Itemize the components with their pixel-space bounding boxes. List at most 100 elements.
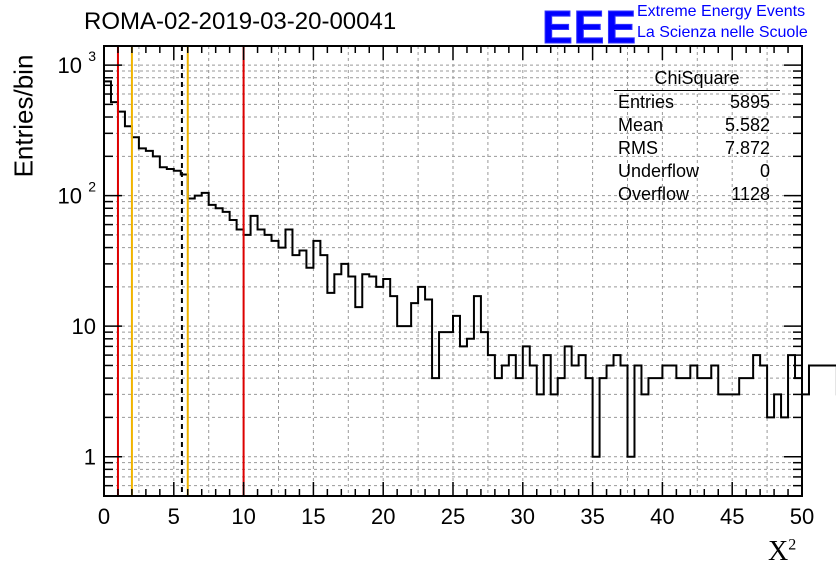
histogram-bin <box>760 365 767 496</box>
histogram-bin <box>544 355 551 496</box>
logo-line-1: Extreme Energy Events <box>637 3 806 20</box>
histogram-bin <box>523 346 530 496</box>
stats-label: Overflow <box>618 184 690 204</box>
histogram-bin <box>683 378 690 496</box>
histogram-bin <box>418 287 425 496</box>
histogram-bin <box>111 102 118 496</box>
y-tick-label-exponent: 2 <box>88 179 96 195</box>
histogram-bin <box>265 235 272 496</box>
histogram-bin <box>362 274 369 496</box>
histogram-bin <box>474 296 481 496</box>
x-tick-label: 35 <box>580 504 604 529</box>
x-tick-label: 45 <box>720 504 744 529</box>
histogram-bin <box>718 394 725 496</box>
histogram-bin <box>195 196 202 496</box>
histogram-bin <box>404 326 411 496</box>
histogram-bin <box>830 365 836 496</box>
histogram-bin <box>390 296 397 496</box>
histogram-bin <box>258 230 265 496</box>
histogram-bin <box>223 212 230 496</box>
stats-row-entries: Entries 5895 <box>610 91 780 114</box>
histogram-bin <box>446 332 453 496</box>
x-tick-label: 5 <box>168 504 180 529</box>
histogram-bin <box>655 378 662 496</box>
y-tick-label-exponent: 3 <box>88 48 96 64</box>
stats-row-mean: Mean 5.582 <box>610 114 780 137</box>
histogram-bin <box>614 355 621 496</box>
histogram-bin <box>809 365 816 496</box>
histogram-bin <box>788 355 795 496</box>
histogram-bin <box>460 346 467 496</box>
histogram-bin <box>641 394 648 496</box>
histogram-bin <box>376 287 383 496</box>
histogram-bin <box>132 137 139 496</box>
histogram-bin <box>697 378 704 496</box>
histogram-bin <box>439 332 446 496</box>
histogram-bin <box>516 378 523 496</box>
histogram-bin <box>802 394 809 496</box>
histogram-bin <box>230 220 237 496</box>
x-tick-label: 30 <box>511 504 535 529</box>
eee-logo: EEE <box>541 1 638 54</box>
histogram-bin <box>634 365 641 496</box>
histogram-bin <box>425 300 432 496</box>
histogram-bin <box>272 241 279 496</box>
histogram-bin <box>327 293 334 496</box>
histogram-bin <box>537 394 544 496</box>
x-tick-label: 40 <box>650 504 674 529</box>
histogram-bin <box>607 365 614 496</box>
histogram-bin <box>593 457 600 496</box>
stats-row-underflow: Underflow 0 <box>610 160 780 183</box>
histogram-bin <box>495 378 502 496</box>
histogram-bin <box>202 193 209 496</box>
histogram-bin <box>823 365 830 496</box>
axis-ticks: 0 5 10 15 20 25 30 35 40 45 50 1 10 10 2 10 3 <box>58 46 814 529</box>
histogram-bin <box>334 274 341 496</box>
histogram-bin <box>244 235 251 496</box>
stats-value: 0 <box>759 161 770 181</box>
histogram-bin <box>279 248 286 496</box>
histogram-bin <box>104 81 111 496</box>
histogram-bin <box>732 394 739 496</box>
histogram-bin <box>746 378 753 496</box>
histogram-bin <box>285 230 292 496</box>
histogram-bin <box>711 365 718 496</box>
histogram-bin <box>348 277 355 496</box>
histogram-bin <box>648 378 655 496</box>
histogram-bin <box>690 365 697 496</box>
histogram-bin <box>767 417 774 496</box>
histogram-bin <box>320 255 327 496</box>
y-axis-label: Entries/bin <box>8 54 39 178</box>
histogram-bin <box>411 303 418 496</box>
logo-line-2: La Scienza nelle Scuole <box>637 24 808 41</box>
histogram-bin <box>209 205 216 496</box>
stats-value: 5.582 <box>724 115 770 135</box>
histogram-bin <box>558 378 565 496</box>
y-axis-label-box: Entries/bin <box>4 46 44 186</box>
histogram-bin <box>662 365 669 496</box>
histogram-bin <box>669 365 676 496</box>
marker-lines <box>116 46 245 496</box>
x-tick-label: 25 <box>441 504 465 529</box>
histogram-bin <box>125 126 132 496</box>
histogram-bin <box>383 279 390 496</box>
x-tick-label: 10 <box>231 504 255 529</box>
histogram-bin <box>251 216 258 496</box>
histogram-bin <box>565 346 572 496</box>
histogram-bin <box>341 264 348 496</box>
stats-value: 7.872 <box>724 138 770 158</box>
histogram-bin <box>299 250 306 496</box>
histogram-bin <box>509 355 516 496</box>
histogram-bin <box>600 378 607 496</box>
plot-title: ROMA-02-2019-03-20-00041 <box>84 8 397 35</box>
histogram-bin <box>579 355 586 496</box>
histogram-bin <box>397 326 404 496</box>
histogram-bin <box>369 277 376 496</box>
histogram-bin <box>467 339 474 496</box>
x-axis-label-superscript: 2 <box>788 536 797 554</box>
stats-row-overflow: Overflow 1128 <box>610 183 780 206</box>
histogram-bin <box>160 167 167 496</box>
x-tick-label: 0 <box>98 504 110 529</box>
histogram-bin <box>488 355 495 496</box>
